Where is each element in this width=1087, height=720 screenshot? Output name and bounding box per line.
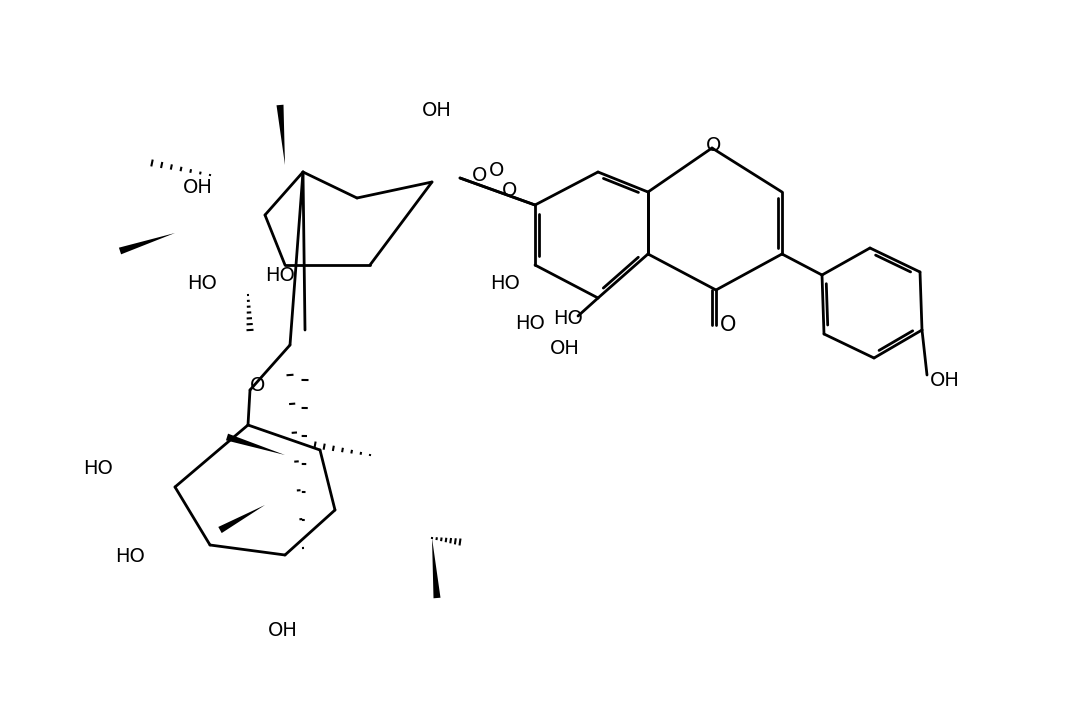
Text: HO: HO	[265, 266, 295, 284]
Text: OH: OH	[550, 338, 580, 358]
Text: OH: OH	[422, 101, 452, 120]
Text: O: O	[720, 315, 736, 335]
Polygon shape	[118, 233, 175, 254]
Text: O: O	[250, 376, 265, 395]
Text: O: O	[502, 181, 517, 199]
Text: HO: HO	[115, 547, 145, 567]
Text: HO: HO	[490, 274, 520, 292]
Text: HO: HO	[187, 274, 217, 292]
Text: HO: HO	[515, 313, 545, 333]
Polygon shape	[218, 505, 265, 533]
Text: OH: OH	[183, 178, 213, 197]
Polygon shape	[432, 538, 440, 598]
Polygon shape	[226, 433, 285, 455]
Text: O: O	[489, 161, 504, 179]
Text: O: O	[473, 166, 488, 184]
Text: HO: HO	[553, 308, 583, 328]
Text: O: O	[707, 135, 722, 155]
Text: OH: OH	[268, 621, 298, 639]
Text: OH: OH	[930, 371, 960, 390]
Text: HO: HO	[83, 459, 113, 479]
Polygon shape	[276, 104, 285, 165]
